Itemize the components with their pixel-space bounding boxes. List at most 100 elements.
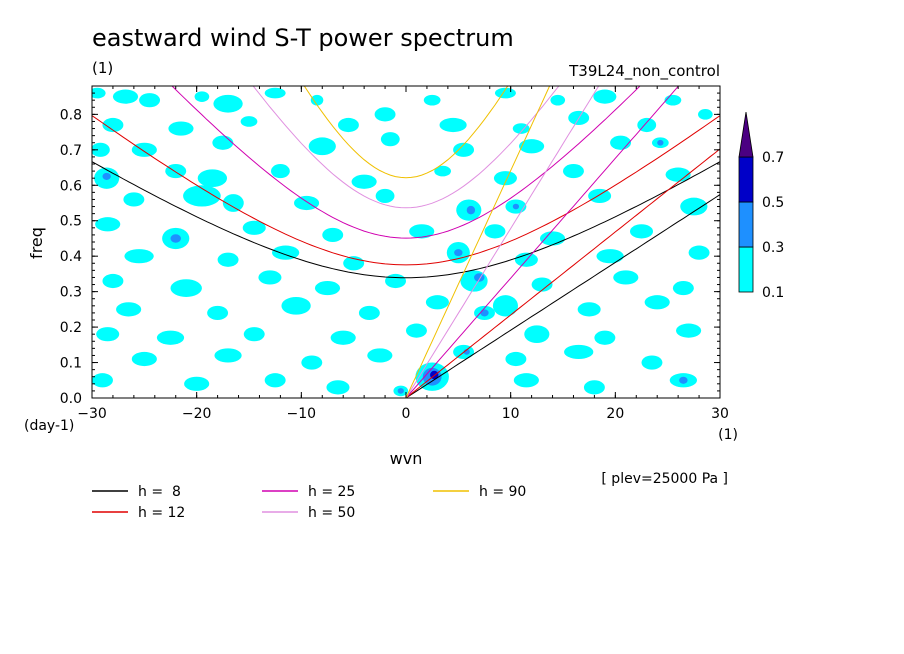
y-tick-label: 0.3 <box>60 285 82 301</box>
contour-patch <box>512 123 530 134</box>
contour-patch <box>326 380 350 395</box>
contour-patch <box>264 87 286 99</box>
contour-patch <box>112 89 139 104</box>
y-tick-label: 0.1 <box>60 356 82 372</box>
x-tick-label: −20 <box>182 406 212 422</box>
contour-patch <box>264 373 286 388</box>
legend-label-h25: h = 25 <box>308 484 355 500</box>
contour-patch <box>531 277 553 292</box>
contour-patch <box>92 373 113 388</box>
x-axis-ticks: −30 −20 −10 0 10 20 30 <box>77 86 729 422</box>
contour-patch <box>294 195 320 211</box>
contour-patch <box>207 305 229 320</box>
contour-patch <box>213 94 243 113</box>
ig-curve-h8 <box>92 161 720 279</box>
contour-patch <box>563 164 584 179</box>
dispersion-curves <box>92 86 720 398</box>
contour-patch <box>641 355 663 370</box>
contour-patch <box>95 217 121 232</box>
y-tick-label: 0.0 <box>60 391 82 407</box>
contour-patch <box>367 348 393 363</box>
x-tick-label: −30 <box>77 406 107 422</box>
contour-patch <box>183 185 221 207</box>
y-axis-unit: (day-1) <box>24 418 74 434</box>
contour-patch <box>314 281 341 296</box>
contour-patch <box>397 388 404 394</box>
contour-patch <box>258 270 282 285</box>
contour-patch <box>593 89 617 104</box>
contour-patch <box>583 380 605 395</box>
legend-label-h12: h = 12 <box>138 505 185 521</box>
contour-patch <box>564 344 594 359</box>
colorbar-level-label: 0.3 <box>762 240 784 256</box>
contour-patch <box>524 325 550 344</box>
contour-patch <box>588 188 612 203</box>
contour-patch <box>165 164 187 179</box>
contour-patch <box>610 135 632 150</box>
contour-patch <box>688 245 710 260</box>
legend: h = 8 h = 12 h = 25 h = 50 h = 90 <box>92 484 526 521</box>
contour-patch <box>337 117 359 133</box>
y-tick-label: 0.4 <box>60 249 82 265</box>
contour-patch <box>594 330 616 345</box>
contour-patch <box>629 224 654 239</box>
x-tick-label: 20 <box>606 406 624 422</box>
contour-patch <box>194 91 210 102</box>
contour-patch <box>439 117 467 133</box>
ig-curve-h50 <box>252 86 560 209</box>
contour-patch <box>539 231 566 246</box>
experiment-label: T39L24_non_control <box>568 62 720 81</box>
plev-note: [ plev=25000 Pa ] <box>601 471 728 487</box>
y-tick-label: 0.2 <box>60 320 82 336</box>
contour-patch <box>156 330 185 345</box>
x-tick-label: 0 <box>402 406 411 422</box>
colorbar-level-label: 0.7 <box>762 150 784 166</box>
contour-patch <box>644 295 670 310</box>
colorbar: 0.1 0.3 0.5 0.7 <box>738 111 784 301</box>
contour-patch <box>123 192 145 207</box>
colorbar-level-label: 0.1 <box>762 285 784 301</box>
contour-patch <box>550 94 566 106</box>
kelvin-curve-h25 <box>405 86 680 398</box>
ig-curve-h12 <box>92 115 720 266</box>
contour-patch <box>380 132 400 147</box>
contour-patch <box>672 281 694 296</box>
contour-patch <box>512 203 520 210</box>
contour-patch <box>664 94 682 106</box>
contour-patch <box>330 330 356 345</box>
contour-patch <box>92 142 110 157</box>
contour-fill <box>92 87 713 397</box>
contour-patch <box>680 197 708 216</box>
contour-patch <box>243 327 265 342</box>
contour-patch <box>385 273 406 289</box>
colorbar-swatch <box>738 156 754 203</box>
contour-patch <box>170 279 202 297</box>
y-axis-ticks: 0.0 0.1 0.2 0.3 0.4 0.5 0.6 0.7 0.8 <box>60 92 720 407</box>
contour-patch <box>492 295 518 317</box>
colorbar-level-label: 0.5 <box>762 195 784 211</box>
contour-patch <box>281 296 311 315</box>
contour-patch <box>301 355 323 370</box>
contour-patch <box>242 220 266 235</box>
kelvin-curve-h12 <box>405 148 720 398</box>
x-tick-label: 30 <box>711 406 729 422</box>
kelvin-curve-h50 <box>405 86 600 398</box>
legend-label-h90: h = 90 <box>479 484 526 500</box>
contour-patch <box>466 205 476 215</box>
colorbar-swatch <box>738 201 754 248</box>
colorbar-extend-triangle <box>738 111 754 158</box>
contour-patch <box>453 142 475 157</box>
contour-patch <box>197 169 228 188</box>
contour-patch <box>102 273 124 289</box>
contour-patch <box>409 224 435 239</box>
contour-patch <box>124 249 154 264</box>
contour-patch <box>484 224 506 239</box>
contour-patch <box>240 116 258 127</box>
contour-patch <box>425 295 449 310</box>
y-tick-label: 0.6 <box>60 178 82 194</box>
contour-patch <box>577 302 601 317</box>
top-left-unit: (1) <box>92 59 113 77</box>
contour-patch <box>505 351 527 367</box>
contour-patch <box>474 273 485 282</box>
